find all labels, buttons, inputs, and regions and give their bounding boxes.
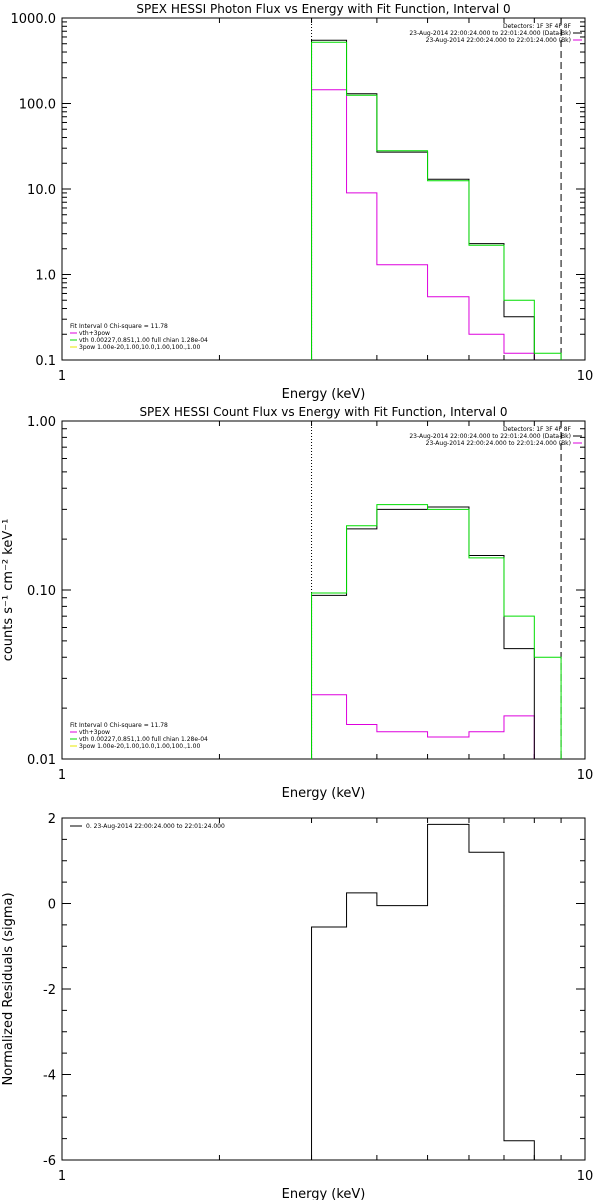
series-total: [311, 504, 562, 759]
x-axis-label: Energy (keV): [282, 786, 366, 801]
legend-entry: 23-Aug-2014 22:00:24.000 to 22:01:24.000…: [426, 37, 571, 44]
x-tick-label: 1: [58, 768, 66, 783]
panel-2: SPEX HESSI Count Flux vs Energy with Fit…: [1, 405, 593, 801]
y-tick-label: -2: [43, 983, 56, 998]
x-tick-label: 10: [577, 1169, 594, 1184]
legend-entry: vth+3pow: [79, 729, 110, 736]
panel-3: Energy (keV) Normalized Residuals (sigma)…: [1, 812, 593, 1200]
legend-entry: 23-Aug-2014 22:00:24.000 to 22:01:24.000…: [426, 440, 571, 447]
y-tick-label: 100.0: [19, 98, 56, 113]
legend-entry: 0. 23-Aug-2014 22:00:24.000 to 22:01:24.…: [86, 823, 225, 830]
y-tick-label: 0: [48, 898, 56, 913]
series-residuals: [311, 823, 535, 1160]
legend-entry: 3pow 1.00e-20,1.00,10.0,1.00,100.,1.00: [79, 743, 200, 750]
y-tick-label: -6: [43, 1154, 56, 1169]
chart-title: SPEX HESSI Photon Flux vs Energy with Fi…: [136, 2, 510, 16]
legend-entry: vth 0.00227,0.851,1.00 full chian 1.28e-…: [79, 337, 208, 344]
y-tick-label: 1.0: [35, 269, 56, 284]
legend-entry: 3pow 1.00e-20,1.00,10.0,1.00,100.,1.00: [79, 344, 200, 351]
legend-entry: vth+3pow: [79, 330, 110, 337]
series-total: [311, 41, 562, 360]
x-tick-label: 1: [58, 369, 66, 384]
y-tick-label: 0.1: [35, 354, 56, 369]
chart-title: SPEX HESSI Count Flux vs Energy with Fit…: [139, 405, 507, 419]
series-data: [311, 506, 535, 759]
x-axis-label: Energy (keV): [282, 1187, 366, 1200]
panel-1: SPEX HESSI Photon Flux vs Energy with Fi…: [11, 2, 594, 402]
legend-entry: vth 0.00227,0.851,1.00 full chian 1.28e-…: [79, 736, 208, 743]
legend-entry: 23-Aug-2014 22:00:24.000 to 22:01:24.000…: [409, 30, 571, 37]
series-nonthermal: [311, 694, 535, 759]
legend-entry: Fit Interval 0 Chi-square = 11.78: [70, 722, 168, 729]
y-tick-label: 1000.0: [11, 12, 57, 27]
plot-frame: [61, 17, 586, 361]
x-tick-label: 10: [577, 768, 594, 783]
y-tick-label: 0.01: [27, 753, 56, 768]
plot-frame: [61, 420, 586, 760]
series-nonthermal: [311, 89, 535, 360]
series-data: [311, 39, 535, 360]
y-tick-label: 10.0: [27, 183, 56, 198]
y-axis-label: Normalized Residuals (sigma): [1, 892, 16, 1085]
legend-entry: Detectors: 1F 3F 4F 8F: [503, 426, 572, 433]
y-tick-label: 0.10: [27, 584, 56, 599]
legend-entry: Fit Interval 0 Chi-square = 11.78: [70, 323, 168, 330]
y-tick-label: -4: [43, 1069, 56, 1084]
legend-entry: 23-Aug-2014 22:00:24.000 to 22:01:24.000…: [409, 433, 571, 440]
x-tick-label: 10: [577, 369, 594, 384]
plot-frame: [61, 817, 586, 1161]
x-axis-label: Energy (keV): [282, 387, 366, 402]
legend-entry: Detectors: 1F 3F 4F 8F: [503, 23, 572, 30]
y-tick-label: 1.00: [27, 415, 56, 430]
x-tick-label: 1: [58, 1169, 66, 1184]
y-tick-label: 2: [48, 812, 56, 827]
y-axis-label: counts s⁻¹ cm⁻² keV⁻¹: [1, 519, 16, 662]
